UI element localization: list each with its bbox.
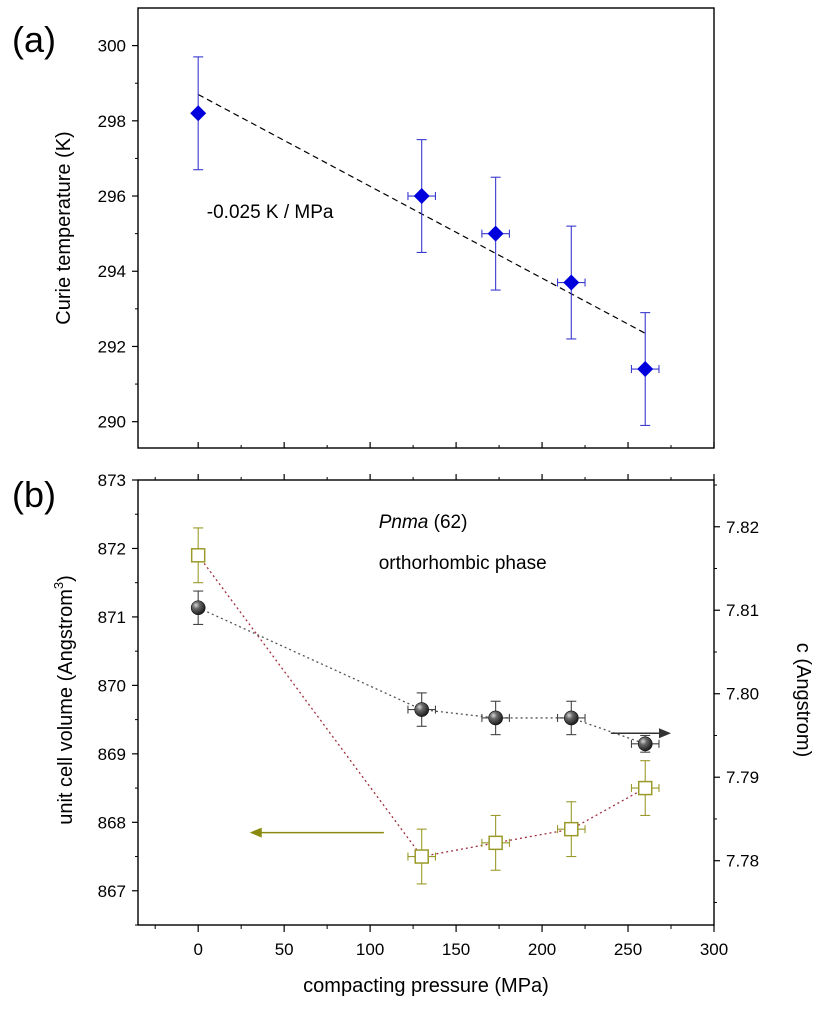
space-group-number: (62) xyxy=(428,512,467,533)
volume-data-point xyxy=(556,801,586,858)
panel-b-x-ticks: 0 50 100 150 200 250 300 xyxy=(154,474,728,959)
panel-b-y-tick-label: 869 xyxy=(98,745,126,764)
panel-b-y-tick-label: 871 xyxy=(98,608,126,627)
sphere-marker xyxy=(637,736,653,752)
panel-b-y-tick-label: 867 xyxy=(98,882,126,901)
sphere-marker xyxy=(488,710,503,726)
panel-b-y-axis-label-superscript: 3 xyxy=(51,582,66,589)
phase-annotation: orthorhombic phase xyxy=(379,553,547,574)
diamond-marker xyxy=(563,274,580,291)
axis-indicator-arrows xyxy=(249,728,672,838)
panel-a-y-tick-label: 300 xyxy=(98,37,126,56)
panel-b-y2-tick-label: 7.78 xyxy=(726,852,759,871)
panel-a: (a) Curie temperature (K) 29029229429629… xyxy=(12,7,715,449)
panel-a-y-axis-label: Curie temperature (K) xyxy=(53,131,75,324)
panel-b-y-tick-label: 872 xyxy=(98,539,126,558)
panel-b-frame xyxy=(137,479,715,926)
panel-b-y2-ticks: 7.78 7.79 7.80 7.81 7.82 xyxy=(714,484,759,903)
x-tick-label: 150 xyxy=(442,940,470,959)
panel-a-y-tick-label: 298 xyxy=(98,112,126,131)
diamond-marker xyxy=(190,105,207,122)
panel-b-y-axis-label-close: ) xyxy=(55,575,77,582)
panel-b-label: (b) xyxy=(12,474,56,515)
c-data-points xyxy=(190,590,660,753)
c-data-point xyxy=(630,734,660,753)
panel-b-y-tick-label: 870 xyxy=(98,676,126,695)
panel-a-data-points xyxy=(190,56,660,426)
right-axis-arrow xyxy=(610,728,672,739)
volume-data-point xyxy=(407,828,437,885)
panel-b-y-axis-label-text: unit cell volume (Angstrom xyxy=(55,589,77,825)
panel-b-y-axis-label: unit cell volume (Angstrom3) xyxy=(51,575,77,825)
space-group-symbol: Pnma xyxy=(379,512,429,533)
panel-a-y-tick-label: 296 xyxy=(98,187,126,206)
data-point xyxy=(407,139,437,253)
volume-data-point xyxy=(190,527,206,584)
panel-b-y2-tick-label: 7.81 xyxy=(726,601,759,620)
diamond-marker xyxy=(413,188,430,205)
diamond-marker xyxy=(637,361,654,378)
panel-a-label: (a) xyxy=(12,19,56,60)
x-tick-label: 200 xyxy=(528,940,556,959)
panel-b-y2-axis-label: c (Angstrom) xyxy=(792,643,814,757)
left-axis-arrow xyxy=(249,827,384,838)
space-group-annotation: Pnma (62) xyxy=(379,512,468,533)
open-square-marker xyxy=(190,548,206,563)
open-square-marker xyxy=(637,780,653,796)
panel-b: (b) unit cell volume (Angstrom3) c (Angs… xyxy=(12,471,814,997)
volume-data-points xyxy=(190,527,660,885)
data-point xyxy=(190,56,207,171)
c-data-point xyxy=(407,692,437,727)
c-data-point xyxy=(556,700,586,736)
x-tick-label: 250 xyxy=(614,940,642,959)
data-point xyxy=(481,176,510,291)
c-data-point xyxy=(481,700,510,736)
sphere-marker xyxy=(563,710,579,726)
x-tick-label: 100 xyxy=(356,940,384,959)
open-square-marker xyxy=(564,821,579,837)
x-tick-label: 0 xyxy=(193,940,202,959)
volume-data-point xyxy=(630,760,660,817)
panel-b-y-tick-label: 873 xyxy=(98,471,126,490)
sphere-marker xyxy=(414,702,430,717)
panel-a-x-ticks xyxy=(197,442,715,448)
panel-a-y-tick-label: 294 xyxy=(98,262,126,281)
panel-a-y-tick-label: 290 xyxy=(98,413,126,432)
diamond-marker xyxy=(487,225,504,242)
panel-a-y-ticks: 290 292 294 296 298 300 xyxy=(98,37,138,432)
x-tick-label: 300 xyxy=(700,940,728,959)
open-square-marker xyxy=(414,849,429,864)
c-data-point xyxy=(190,590,206,625)
panel-b-y2-tick-label: 7.82 xyxy=(726,518,759,537)
panel-b-y-ticks: 867 868 869 870 871 872 873 xyxy=(98,471,138,926)
panel-b-y2-tick-label: 7.79 xyxy=(726,768,759,787)
data-point xyxy=(556,225,586,340)
panel-b-y2-tick-label: 7.80 xyxy=(726,685,759,704)
data-point xyxy=(630,312,660,426)
open-square-marker xyxy=(488,835,503,851)
slope-annotation: -0.025 K / MPa xyxy=(207,202,334,223)
x-tick-label: 50 xyxy=(275,940,294,959)
panel-a-y-tick-label: 292 xyxy=(98,337,126,356)
panel-a-frame xyxy=(137,7,715,449)
sphere-marker xyxy=(190,600,206,616)
x-axis-label: compacting pressure (MPa) xyxy=(303,975,549,997)
volume-data-point xyxy=(481,814,510,871)
panel-b-y-tick-label: 868 xyxy=(98,813,126,832)
